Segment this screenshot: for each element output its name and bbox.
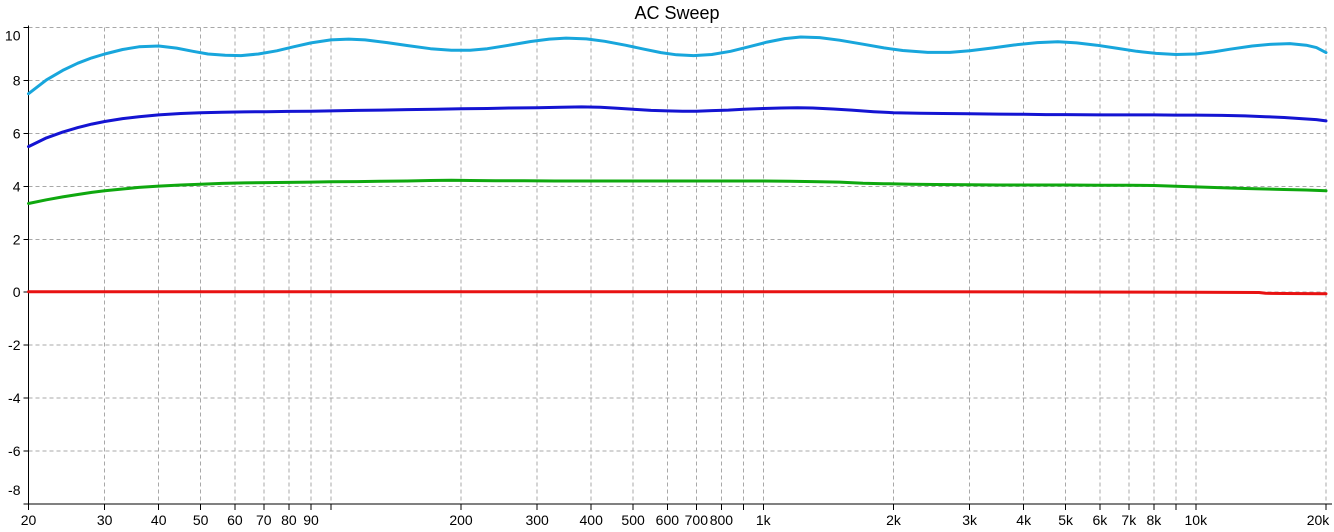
x-tick-label: 800: [710, 512, 734, 528]
y-tick-label: -2: [8, 337, 21, 353]
x-tick-label: 8k: [1146, 512, 1162, 528]
x-tick-label: 80: [281, 512, 297, 528]
x-tick-label: 700: [685, 512, 709, 528]
y-tick-labels: 10 8 6 4 2 0 -2 -4 -6 -8: [5, 28, 21, 499]
y-tick-label: 4: [13, 178, 21, 194]
y-tick-label: -6: [8, 443, 21, 459]
x-tick-label: 70: [256, 512, 272, 528]
x-tick-label: 60: [227, 512, 243, 528]
x-tick-label: 40: [151, 512, 167, 528]
series-line-trace-3-green: [27, 178, 1328, 205]
x-tick-label: 200: [449, 512, 473, 528]
series-line-trace-4-red: [27, 290, 1328, 296]
x-tick-label: 500: [621, 512, 645, 528]
gridlines: [28, 27, 1327, 504]
chart-title: AC Sweep: [634, 3, 719, 23]
y-tick-label: 0: [13, 284, 21, 300]
y-tick-label: 8: [13, 72, 21, 88]
x-tick-label: 2k: [886, 512, 902, 528]
series-line-trace-1-cyan: [27, 35, 1328, 96]
axis-ticks: [23, 27, 1327, 510]
y-tick-label: 10: [5, 28, 21, 44]
x-tick-label: 4k: [1016, 512, 1032, 528]
y-tick-label: 6: [13, 125, 21, 141]
x-tick-label: 5k: [1058, 512, 1074, 528]
x-tick-label: 20: [21, 512, 37, 528]
x-tick-label: 1k: [756, 512, 772, 528]
x-tick-label: 300: [525, 512, 549, 528]
series-line-trace-2-blue: [27, 105, 1328, 149]
x-tick-label: 6k: [1092, 512, 1108, 528]
x-tick-label: 50: [193, 512, 209, 528]
x-tick-label: 90: [303, 512, 319, 528]
x-tick-label: 20k: [1307, 512, 1331, 528]
x-tick-label: 7k: [1121, 512, 1137, 528]
y-tick-label: -8: [8, 482, 21, 498]
x-tick-label: 3k: [962, 512, 978, 528]
series-lines: [27, 35, 1328, 296]
x-tick-label: 10k: [1185, 512, 1209, 528]
x-tick-label: 400: [580, 512, 604, 528]
y-tick-label: -4: [8, 390, 21, 406]
axes: [28, 25, 1332, 505]
x-tick-labels: 20 30 40 50 60 70 80 90 200 300 400 500 600 700 800 1k 2…: [21, 512, 1331, 528]
x-tick-label: 600: [656, 512, 680, 528]
x-tick-label: 30: [97, 512, 113, 528]
y-tick-label: 2: [13, 231, 21, 247]
